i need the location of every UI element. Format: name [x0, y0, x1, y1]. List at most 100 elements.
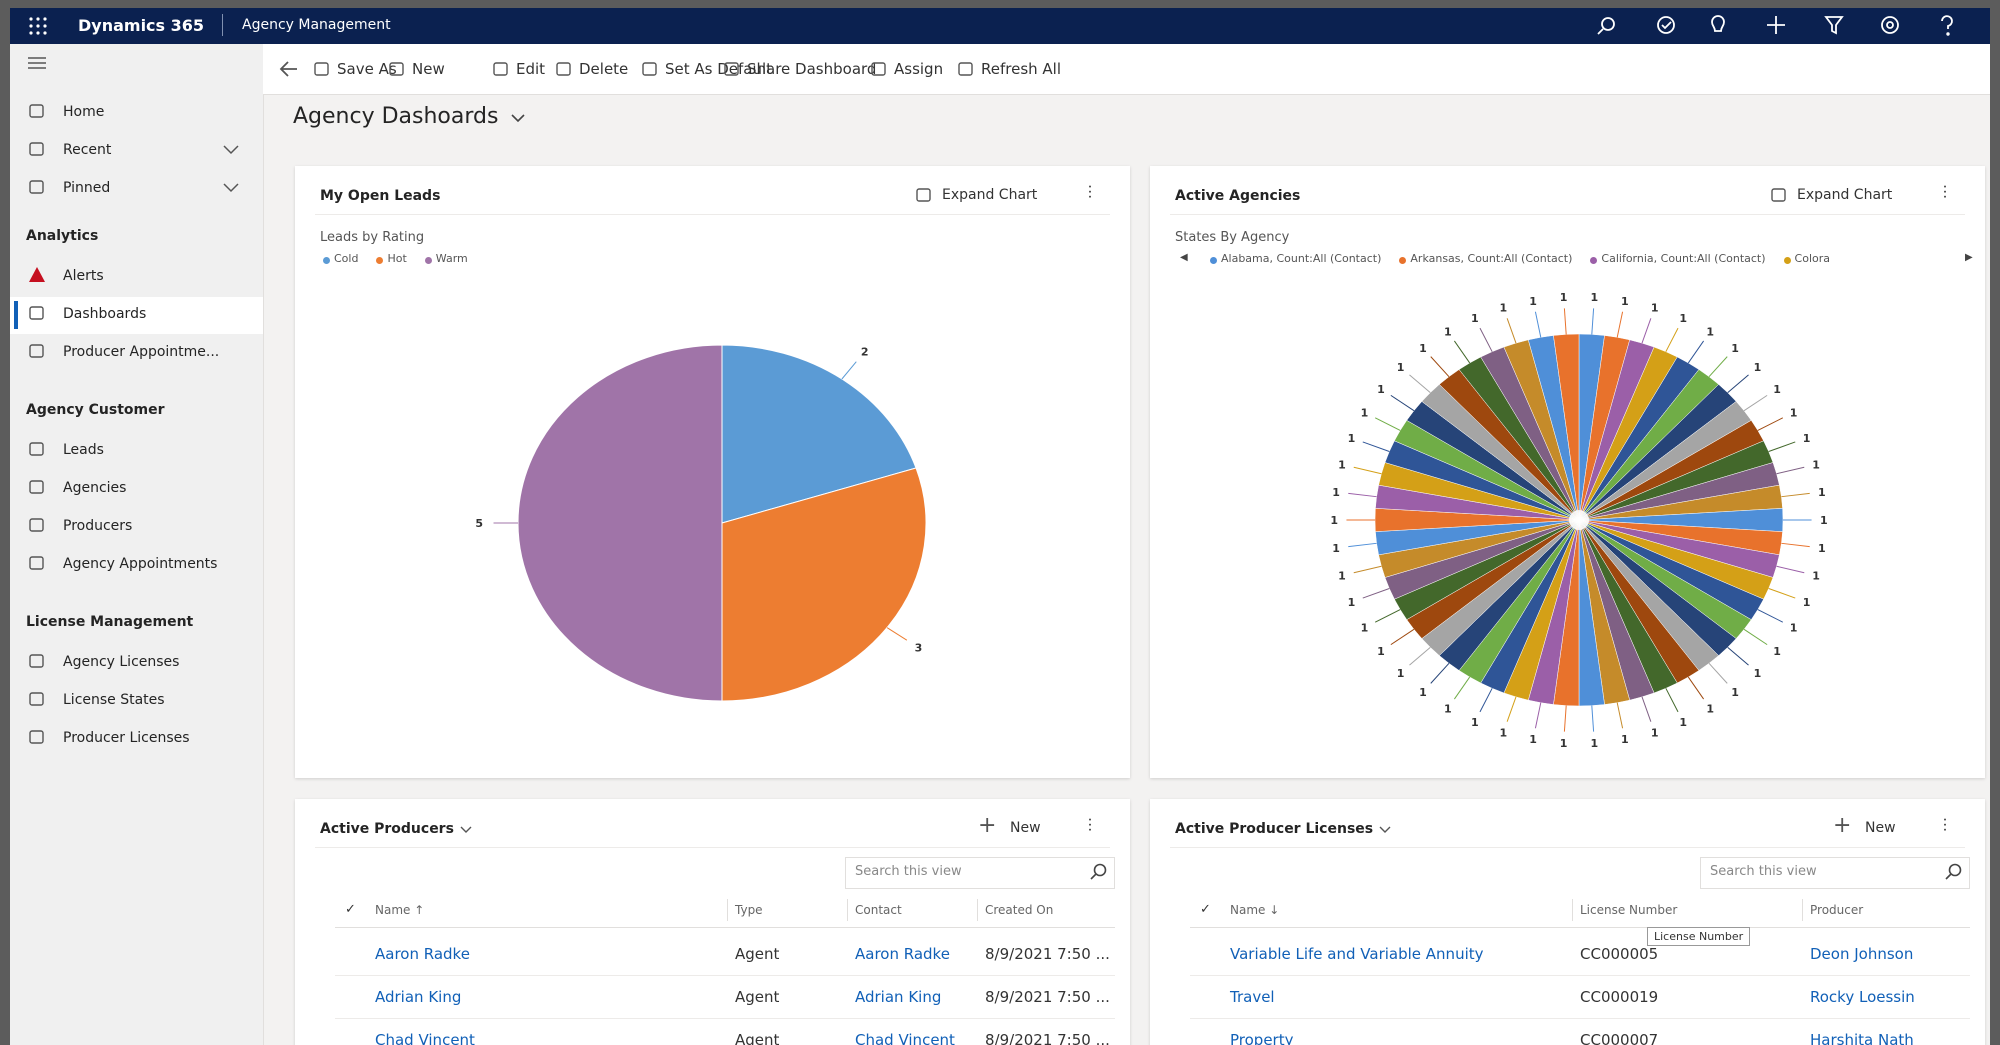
more-button[interactable]: ... [1085, 817, 1104, 833]
column-header[interactable]: Name ↓ [1230, 903, 1280, 917]
nav-item[interactable]: Agency Appointments [63, 556, 218, 572]
grid-cell: CC000005 [1580, 945, 1659, 963]
grid-link[interactable]: Adrian King [855, 988, 942, 1006]
toolbar-button[interactable]: Refresh All [981, 60, 1062, 78]
nav-item[interactable]: Producer Licenses [63, 730, 190, 746]
nav-item[interactable]: Leads [63, 442, 104, 458]
legend-entry: Warm [435, 252, 468, 265]
grid-link[interactable]: Chad Vincent [375, 1031, 475, 1045]
toolbar-button[interactable]: Assign [894, 60, 944, 78]
column-header[interactable]: Name ↑ [375, 903, 425, 917]
nav-item[interactable]: Recent [63, 142, 112, 158]
grid-link[interactable]: Aaron Radke [855, 945, 950, 963]
column-header[interactable]: License Number [1580, 903, 1678, 917]
column-header[interactable]: Created On [985, 903, 1054, 917]
nav-item[interactable]: Pinned [63, 180, 111, 196]
grid-title[interactable]: Active Producers [320, 821, 454, 837]
leader-line [1616, 702, 1624, 729]
row-sep [335, 1018, 1115, 1019]
toolbar-button[interactable]: Delete [579, 60, 629, 78]
leader-line [1374, 417, 1401, 431]
grid-link[interactable]: Chad Vincent [855, 1031, 955, 1045]
nav-item[interactable]: Agency Licenses [63, 654, 180, 670]
chevron[interactable] [222, 182, 240, 194]
search-box[interactable] [1700, 857, 1970, 889]
search-icon[interactable] [1945, 863, 1963, 881]
top-icons[interactable] [1590, 12, 1980, 40]
search-icon[interactable] [1090, 863, 1108, 881]
divider [315, 214, 1110, 215]
icon [556, 62, 571, 76]
column-header[interactable]: Producer [1810, 903, 1864, 917]
grid-link[interactable]: Harshita Nath [1810, 1031, 1914, 1045]
nav-item[interactable]: Dashboards [63, 306, 147, 322]
legend-entry: Colora [1794, 252, 1831, 265]
column-header[interactable]: Contact [855, 903, 902, 917]
chart-title: Active Agencies [1175, 188, 1301, 204]
grid-link[interactable]: Property [1230, 1031, 1294, 1045]
more-button[interactable]: ... [1085, 184, 1104, 200]
toolbar-button[interactable]: Set As Default [665, 60, 773, 78]
select-all[interactable]: ✓ [1200, 902, 1211, 917]
chevron[interactable] [510, 112, 526, 124]
nav-item[interactable]: Home [63, 104, 105, 120]
data-label: 1 [1332, 486, 1340, 499]
row-sep [1190, 975, 1970, 976]
nav-item[interactable]: Producer Appointme... [63, 344, 220, 360]
grid-link[interactable]: Adrian King [375, 988, 462, 1006]
new-button[interactable]: New [1010, 820, 1041, 836]
hamburger[interactable] [28, 56, 48, 70]
legend-dot [376, 257, 384, 264]
column-header[interactable]: Type [735, 903, 763, 917]
toolbar-button[interactable]: Edit [516, 60, 546, 78]
grid-link[interactable]: Deon Johnson [1810, 945, 1914, 963]
chevron[interactable] [1378, 825, 1392, 835]
search-placeholder: Search this view [1710, 864, 1817, 879]
divider [1170, 847, 1965, 848]
icon-shape [389, 62, 404, 76]
nav-item[interactable]: Agencies [63, 480, 127, 496]
select-all[interactable]: ✓ [345, 902, 356, 917]
legend-prev[interactable]: ◀ [1180, 252, 1188, 263]
legend-dot [424, 257, 432, 264]
grid-link[interactable]: Travel [1230, 988, 1275, 1006]
nav-item[interactable]: License States [63, 692, 165, 708]
toolbar-button[interactable]: Share Dashboard [747, 60, 877, 78]
leader-line [1430, 356, 1450, 378]
expand-chart[interactable]: Expand Chart [942, 187, 1038, 203]
grid-title[interactable]: Active Producer Licenses [1175, 821, 1374, 837]
back-button[interactable] [279, 59, 299, 79]
search-placeholder: Search this view [855, 864, 962, 879]
new-plus[interactable]: + [1833, 813, 1852, 838]
icon [29, 104, 44, 118]
data-label: 1 [1679, 312, 1687, 325]
icon-shape [29, 180, 44, 194]
grid-link[interactable]: Aaron Radke [375, 945, 470, 963]
dashboard-title[interactable]: Agency Dashoards [293, 104, 499, 129]
app-launcher[interactable] [28, 16, 48, 36]
nav-selected-bar [14, 301, 18, 329]
nav-item[interactable]: Alerts [63, 268, 104, 284]
more-button[interactable]: ... [1940, 184, 1959, 200]
nav-item[interactable]: Producers [63, 518, 133, 534]
chart-panel: My Open Leads Expand Chart... Leads by Rat… [295, 166, 1130, 778]
toolbar-button[interactable]: New [412, 60, 445, 78]
chevron[interactable] [222, 144, 240, 156]
leader-line [1641, 696, 1652, 722]
icon-shape [493, 62, 508, 76]
more-button[interactable]: ... [1940, 817, 1959, 833]
grid-link[interactable]: Rocky Loessin [1810, 988, 1915, 1006]
expand-chart[interactable]: Expand Chart [1797, 187, 1893, 203]
chevron[interactable] [459, 825, 473, 835]
search-box[interactable] [845, 857, 1115, 889]
grid-panel: Active Producer Licenses + New... Search th… [1150, 799, 1985, 1045]
toolbar-button[interactable]: Save As [337, 60, 397, 78]
leader-line [1616, 311, 1624, 338]
grid-link[interactable]: Variable Life and Variable Annuity [1230, 945, 1484, 963]
row-sep [1190, 1018, 1970, 1019]
new-plus[interactable]: + [978, 813, 997, 838]
legend-next[interactable]: ▶ [1965, 252, 1973, 263]
new-button[interactable]: New [1865, 820, 1896, 836]
search-shape [1090, 873, 1097, 880]
pie-slice [517, 344, 723, 702]
